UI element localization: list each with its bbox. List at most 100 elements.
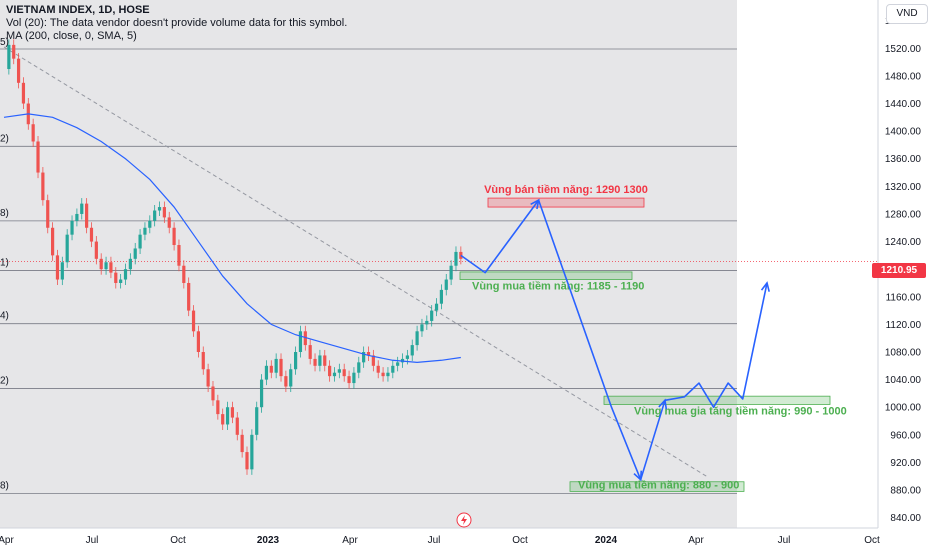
y-tick-label: 880.00 — [890, 486, 921, 497]
y-tick-label: 960.00 — [890, 430, 921, 441]
last-price-tag: 1210.95 — [872, 263, 926, 278]
currency-button[interactable]: VND — [886, 4, 928, 24]
candle-body — [352, 372, 356, 384]
candle-body — [430, 310, 434, 321]
candle-body — [36, 141, 40, 173]
candle-body — [347, 376, 351, 384]
candle-body — [434, 303, 439, 311]
candle-body — [284, 376, 288, 387]
candle-body — [381, 372, 385, 377]
left-edge-label: 2) — [0, 376, 9, 387]
candle-body — [221, 414, 225, 425]
trendline — [3, 46, 709, 479]
left-edge-label: 5) — [0, 37, 9, 48]
candle-body — [274, 358, 278, 373]
candle-body — [255, 407, 259, 435]
y-tick-label: 1400.00 — [885, 127, 922, 138]
candle-body — [46, 200, 50, 228]
candle-body — [391, 365, 395, 373]
candle-body — [114, 272, 118, 283]
buy-zone — [569, 481, 745, 492]
left-edge-labels: 5) 2) 8) 1) 4) 2) 8) — [0, 37, 9, 491]
candle-body — [172, 227, 176, 246]
candle-body — [366, 352, 371, 356]
candle-body — [177, 245, 181, 266]
left-edge-label: 4) — [0, 311, 9, 322]
candle-body — [298, 331, 303, 352]
x-tick-label: 2023 — [257, 535, 280, 546]
candle-body — [191, 310, 196, 332]
zone-label: Vùng mua tiềm năng: 880 - 900 — [578, 479, 739, 491]
candle-body — [318, 355, 322, 366]
candle-body — [337, 369, 341, 373]
left-edge-label: 8) — [0, 208, 9, 219]
y-tick-label: 1040.00 — [885, 375, 922, 386]
candle-body — [12, 44, 16, 59]
x-tick-label: Apr — [688, 535, 704, 546]
candle-body — [235, 417, 239, 435]
ma-indicator-label[interactable]: MA (200, close, 0, SMA, 5) — [6, 30, 137, 42]
candle-body — [449, 265, 453, 280]
left-edge-label: 2) — [0, 133, 9, 144]
x-tick-label: Oct — [170, 535, 186, 546]
zone-label: Vùng bán tiềm năng: 1290 1300 — [484, 184, 648, 196]
candle-body — [162, 207, 166, 218]
candle-body — [123, 269, 128, 280]
candle-body — [157, 207, 162, 211]
candle-body — [425, 320, 429, 325]
x-tick-label: Oct — [512, 535, 528, 546]
candle-body — [323, 355, 327, 366]
left-edge-label: 8) — [0, 480, 9, 491]
candle-body — [240, 434, 244, 453]
candle-body — [216, 400, 220, 415]
y-tick-label: 1240.00 — [885, 237, 922, 248]
candle-body — [109, 262, 113, 273]
arrow-head — [530, 198, 540, 210]
y-tick-label: 1160.00 — [886, 292, 922, 303]
y-tick-label: 1480.00 — [885, 71, 922, 82]
symbol-title: VIETNAM INDEX, 1D, HOSE — [6, 4, 150, 16]
candle-body — [308, 345, 312, 359]
candle-body — [143, 227, 147, 235]
candle-body — [250, 434, 254, 470]
candle-body — [7, 44, 11, 70]
left-edge-label: 1) — [0, 258, 9, 269]
horizontal-levels — [0, 48, 878, 494]
y-tick-label: 1280.00 — [885, 209, 922, 220]
candle-body — [454, 251, 458, 266]
arrow-head — [633, 470, 643, 482]
candle-body — [104, 262, 108, 270]
candle-body — [259, 379, 264, 408]
y-tick-label: 920.00 — [890, 458, 921, 469]
candle-body — [376, 365, 380, 373]
x-tick-label: Oct — [864, 535, 880, 546]
candle-body — [80, 203, 84, 214]
x-axis: Apr Jul Oct 2023 Apr Jul Oct 2024 Apr Jul Oct — [0, 512, 880, 546]
chart-legend: VIETNAM INDEX, 1D, HOSE Vol (20): The da… — [6, 4, 347, 43]
y-tick-label: 1320.00 — [885, 182, 922, 193]
candle-body — [128, 258, 132, 270]
candle-body — [405, 355, 409, 359]
candle-body — [303, 331, 307, 346]
candle-body — [396, 362, 400, 366]
candle-body — [138, 234, 142, 249]
y-tick-label: 1520.00 — [885, 44, 922, 55]
x-tick-label: Jul — [428, 535, 441, 546]
candle-body — [230, 407, 235, 418]
candle-body — [182, 265, 186, 283]
bolt-icon-glyph — [461, 515, 467, 525]
candle-body — [245, 452, 249, 470]
candle-body — [444, 279, 448, 290]
ma200-line — [3, 113, 461, 363]
x-tick-label: Jul — [778, 535, 791, 546]
arrow-head — [658, 398, 668, 410]
candle-body — [420, 324, 424, 332]
candle-body — [196, 331, 200, 352]
y-tick-label: 1440.00 — [885, 99, 922, 110]
candle-body — [332, 372, 337, 377]
candle-body — [167, 217, 171, 228]
candle-body — [294, 352, 298, 370]
candle-body — [313, 358, 317, 366]
candle-body — [206, 369, 210, 387]
